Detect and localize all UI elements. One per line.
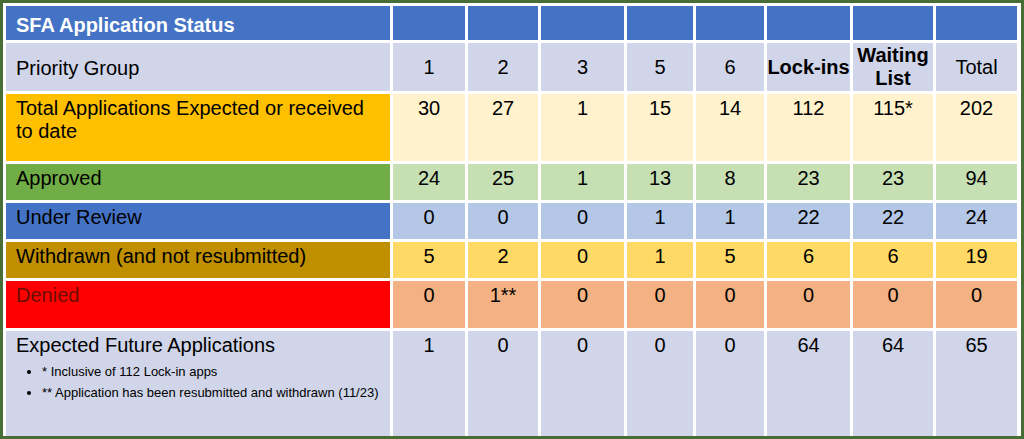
title-spacer-cell <box>627 6 693 40</box>
data-cell: 19 <box>936 242 1017 278</box>
data-cell: 112 <box>767 94 850 161</box>
data-cell: 0 <box>468 331 538 439</box>
row-label: Withdrawn (and not resubmitted) <box>6 242 390 278</box>
data-cell: 0 <box>627 331 693 439</box>
table-title: SFA Application Status <box>6 6 390 40</box>
row-label: Expected Future Applications <box>16 334 386 357</box>
data-cell: 24 <box>936 203 1017 239</box>
table-row-total-applications: Total Applications Expected or received … <box>6 94 1017 161</box>
data-cell: 25 <box>468 164 538 200</box>
row-label: Approved <box>6 164 390 200</box>
column-header: 3 <box>541 43 624 91</box>
column-header: 1 <box>393 43 465 91</box>
table-row-denied: Denied 0 1** 0 0 0 0 0 0 <box>6 281 1017 328</box>
data-cell: 23 <box>767 164 850 200</box>
data-cell: 1 <box>696 203 764 239</box>
column-header: 5 <box>627 43 693 91</box>
table-row-expected-future: Expected Future Applications * Inclusive… <box>6 331 1017 439</box>
column-header: 6 <box>696 43 764 91</box>
data-cell: 1 <box>541 164 624 200</box>
title-spacer-cell <box>468 6 538 40</box>
data-cell: 0 <box>767 281 850 328</box>
data-cell: 5 <box>393 242 465 278</box>
table-row-under-review: Under Review 0 0 0 1 1 22 22 24 <box>6 203 1017 239</box>
data-cell: 0 <box>468 203 538 239</box>
data-cell: 5 <box>696 242 764 278</box>
data-cell: 6 <box>767 242 850 278</box>
data-cell: 13 <box>627 164 693 200</box>
data-cell: 1 <box>627 242 693 278</box>
data-cell: 202 <box>936 94 1017 161</box>
row-label: Denied <box>6 281 390 328</box>
data-cell: 14 <box>696 94 764 161</box>
title-spacer-cell <box>936 6 1017 40</box>
sfa-status-table-frame: SFA Application Status Priority Group 1 … <box>0 0 1024 439</box>
row-label: Total Applications Expected or received … <box>6 94 390 161</box>
data-cell: 0 <box>627 281 693 328</box>
data-cell: 0 <box>696 331 764 439</box>
column-header: Lock-ins <box>767 43 850 91</box>
data-cell: 24 <box>393 164 465 200</box>
row-label-with-footnotes: Expected Future Applications * Inclusive… <box>6 331 390 439</box>
data-cell: 0 <box>393 203 465 239</box>
row-label: Under Review <box>6 203 390 239</box>
data-cell: 0 <box>936 281 1017 328</box>
data-cell: 65 <box>936 331 1017 439</box>
title-spacer-cell <box>853 6 933 40</box>
data-cell: 6 <box>853 242 933 278</box>
data-cell: 1 <box>541 94 624 161</box>
data-cell: 64 <box>767 331 850 439</box>
title-spacer-cell <box>393 6 465 40</box>
table-row-withdrawn: Withdrawn (and not resubmitted) 5 2 0 1 … <box>6 242 1017 278</box>
sfa-status-table: SFA Application Status Priority Group 1 … <box>3 3 1020 439</box>
title-spacer-cell <box>767 6 850 40</box>
data-cell: 27 <box>468 94 538 161</box>
data-cell: 1 <box>393 331 465 439</box>
data-cell: 22 <box>767 203 850 239</box>
data-cell: 64 <box>853 331 933 439</box>
footnote-resubmitted: ** Application has been resubmitted and … <box>42 384 380 402</box>
data-cell: 115* <box>853 94 933 161</box>
data-cell: 94 <box>936 164 1017 200</box>
data-cell: 0 <box>541 281 624 328</box>
footnote-lock-ins: * Inclusive of 112 Lock-in apps <box>42 363 380 381</box>
data-cell: 30 <box>393 94 465 161</box>
column-header: Waiting List <box>853 43 933 91</box>
header-label: Priority Group <box>6 43 390 91</box>
title-spacer-cell <box>541 6 624 40</box>
data-cell: 1 <box>627 203 693 239</box>
data-cell: 1** <box>468 281 538 328</box>
data-cell: 0 <box>696 281 764 328</box>
data-cell: 0 <box>393 281 465 328</box>
column-header: 2 <box>468 43 538 91</box>
data-cell: 22 <box>853 203 933 239</box>
data-cell: 8 <box>696 164 764 200</box>
data-cell: 0 <box>541 331 624 439</box>
data-cell: 15 <box>627 94 693 161</box>
header-row: Priority Group 1 2 3 5 6 Lock-ins Waitin… <box>6 43 1017 91</box>
footnote-list: * Inclusive of 112 Lock-in apps ** Appli… <box>16 363 386 401</box>
data-cell: 0 <box>853 281 933 328</box>
table-row-approved: Approved 24 25 1 13 8 23 23 94 <box>6 164 1017 200</box>
title-spacer-cell <box>696 6 764 40</box>
title-row: SFA Application Status <box>6 6 1017 40</box>
data-cell: 0 <box>541 203 624 239</box>
data-cell: 2 <box>468 242 538 278</box>
data-cell: 0 <box>541 242 624 278</box>
column-header: Total <box>936 43 1017 91</box>
data-cell: 23 <box>853 164 933 200</box>
